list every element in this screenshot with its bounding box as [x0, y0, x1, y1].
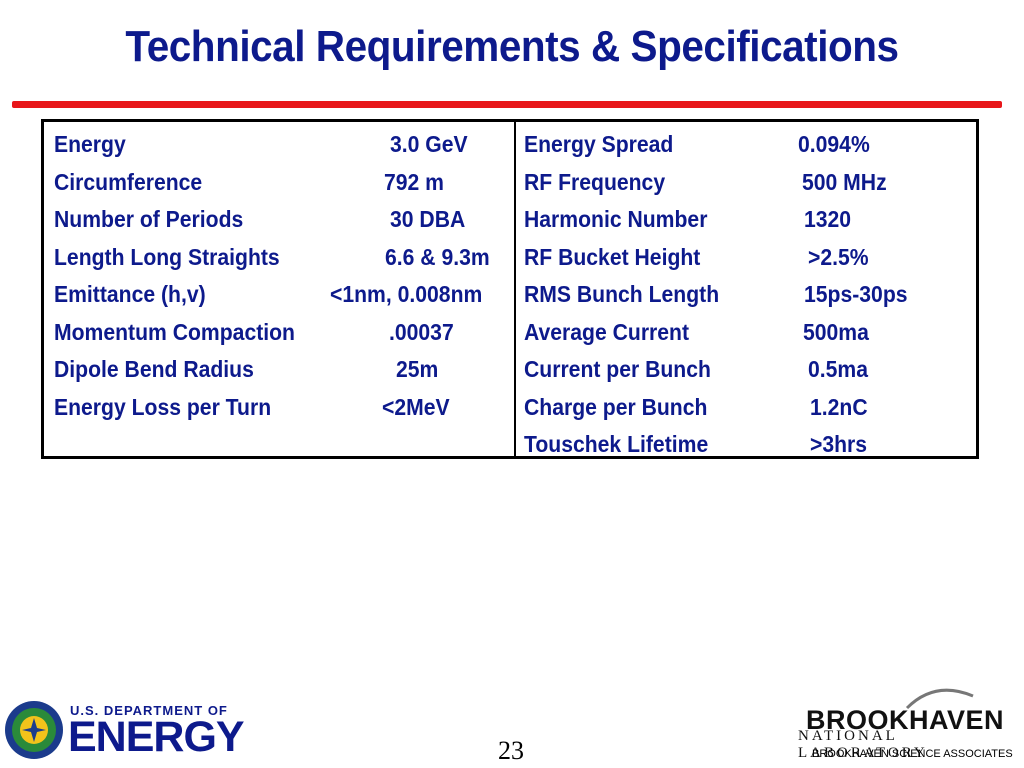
spec-row: RF Frequency 500 MHz [524, 164, 974, 202]
spec-label: RF Bucket Height [524, 243, 701, 270]
spec-row: Circumference 792 m [54, 164, 504, 202]
right-spec-column: Energy Spread 0.094% RF Frequency 500 MHz … [524, 126, 974, 464]
spec-value: 500 MHz [802, 168, 887, 195]
specifications-table: Energy 3.0 GeV Circumference 792 m Number … [41, 119, 979, 459]
spec-value: 6.6 & 9.3m [385, 243, 490, 270]
spec-value: 1320 [804, 206, 852, 232]
bnl-associates: BROOKHAVEN SCIENCE ASSOCIATES [812, 748, 1013, 760]
spec-value: 1.2nC [810, 393, 868, 420]
spec-row: Number of Periods 30 DBA [54, 201, 504, 239]
spec-label: Current per Bunch [524, 356, 711, 382]
spec-label: Emittance (h,v) [54, 281, 206, 307]
spec-value: 0.094% [798, 131, 870, 157]
spec-label: Harmonic Number [524, 206, 708, 232]
spec-label: Dipole Bend Radius [54, 356, 254, 382]
doe-seal-icon [5, 701, 63, 759]
doe-energy-wordmark: ENERGY [68, 713, 245, 761]
spec-value: >3hrs [810, 431, 868, 457]
spec-value: 792 m [384, 168, 445, 195]
spec-label: Momentum Compaction [54, 318, 295, 345]
spec-value: <2MeV [382, 393, 450, 420]
spec-label: Charge per Bunch [524, 393, 708, 420]
spec-row: Average Current 500ma [524, 314, 974, 352]
spec-value: 25m [396, 356, 439, 382]
spec-row: Length Long Straights 6.6 & 9.3m [54, 239, 504, 277]
spec-row: Energy Loss per Turn <2MeV [54, 389, 504, 427]
bnl-swoosh-icon [905, 688, 974, 710]
spec-value: 30 DBA [390, 206, 466, 232]
spec-row: Momentum Compaction .00037 [54, 314, 504, 352]
spec-row: Emittance (h,v) <1nm, 0.008nm [54, 276, 504, 314]
spec-label: RMS Bunch Length [524, 281, 720, 307]
spec-value: 15ps-30ps [804, 281, 908, 307]
spec-row: Current per Bunch 0.5ma [524, 351, 974, 389]
spec-value: 500ma [803, 318, 869, 345]
spec-value: >2.5% [808, 243, 869, 270]
spec-value: .00037 [389, 318, 454, 345]
spec-label: RF Frequency [524, 168, 666, 195]
spec-row: RMS Bunch Length 15ps-30ps [524, 276, 974, 314]
spec-value: 3.0 GeV [390, 131, 468, 157]
spec-label: Energy Loss per Turn [54, 393, 272, 420]
doe-department-label: U.S. DEPARTMENT OF [70, 703, 228, 718]
bnl-name: BROOKHAVEN [806, 705, 1005, 735]
spec-label: Energy Spread [524, 131, 674, 157]
spec-label: Energy [54, 131, 126, 157]
spec-row: RF Bucket Height >2.5% [524, 239, 974, 277]
spec-row: Charge per Bunch 1.2nC [524, 389, 974, 427]
slide-title: Technical Requirements & Specifications [125, 22, 899, 71]
spec-row: Touschek Lifetime >3hrs [524, 426, 974, 464]
bnl-subtitle: NATIONAL LABORATORY [798, 728, 928, 761]
spec-row: Harmonic Number 1320 [524, 201, 974, 239]
spec-row: Energy Spread 0.094% [524, 126, 974, 164]
spec-value: <1nm, 0.008nm [330, 281, 483, 307]
spec-label: Length Long Straights [54, 243, 280, 270]
spec-row: Dipole Bend Radius 25m [54, 351, 504, 389]
column-divider [514, 122, 516, 456]
spec-row: Energy 3.0 GeV [54, 126, 504, 164]
spec-label: Circumference [54, 168, 203, 195]
spec-value: 0.5ma [808, 356, 869, 382]
left-spec-column: Energy 3.0 GeV Circumference 792 m Number … [54, 126, 504, 426]
page-number: 23 [498, 736, 524, 765]
spec-label: Number of Periods [54, 206, 244, 232]
spec-label: Average Current [524, 318, 690, 345]
title-underline-rule [12, 101, 1002, 108]
spec-label: Touschek Lifetime [524, 431, 709, 457]
